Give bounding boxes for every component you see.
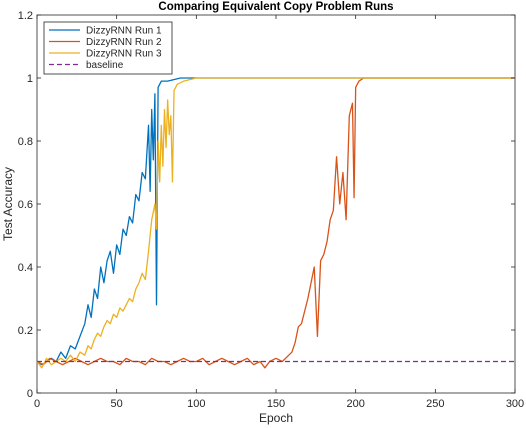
y-tick-label: 0.6 bbox=[18, 199, 33, 211]
x-tick-label: 200 bbox=[346, 398, 364, 410]
x-axis-label: Epoch bbox=[259, 411, 293, 425]
y-tick-label: 0 bbox=[27, 388, 33, 400]
legend-entry: DizzyRNN Run 3 bbox=[86, 49, 162, 60]
chart-title: Comparing Equivalent Copy Problem Runs bbox=[158, 1, 393, 13]
legend-entry: baseline bbox=[86, 60, 124, 71]
y-tick-label: 1 bbox=[27, 73, 33, 85]
series-layer bbox=[36, 77, 515, 369]
x-tick-label: 50 bbox=[111, 398, 123, 410]
x-tick-label: 100 bbox=[187, 398, 205, 410]
y-tick-label: 1.2 bbox=[18, 10, 33, 22]
ticks-layer: 0 50 100 150 200 250 300 0 0.2 0.4 0.6 0.8 1 1.2 bbox=[18, 10, 524, 410]
y-tick-label: 0.2 bbox=[18, 325, 33, 337]
series-line-3 bbox=[36, 77, 515, 369]
x-tick-label: 0 bbox=[34, 398, 40, 410]
y-tick-label: 0.4 bbox=[18, 262, 33, 274]
legend-box bbox=[43, 21, 173, 75]
legend-entry: DizzyRNN Run 1 bbox=[86, 26, 162, 37]
legend-entry: DizzyRNN Run 2 bbox=[86, 37, 162, 48]
x-tick-label: 250 bbox=[426, 398, 444, 410]
y-axis-label: Test Accuracy bbox=[1, 167, 15, 241]
series-line-1 bbox=[36, 77, 515, 366]
x-tick-label: 300 bbox=[506, 398, 524, 410]
x-tick-label: 150 bbox=[267, 398, 285, 410]
y-tick-label: 0.8 bbox=[18, 136, 33, 148]
series-line-2 bbox=[36, 77, 515, 369]
